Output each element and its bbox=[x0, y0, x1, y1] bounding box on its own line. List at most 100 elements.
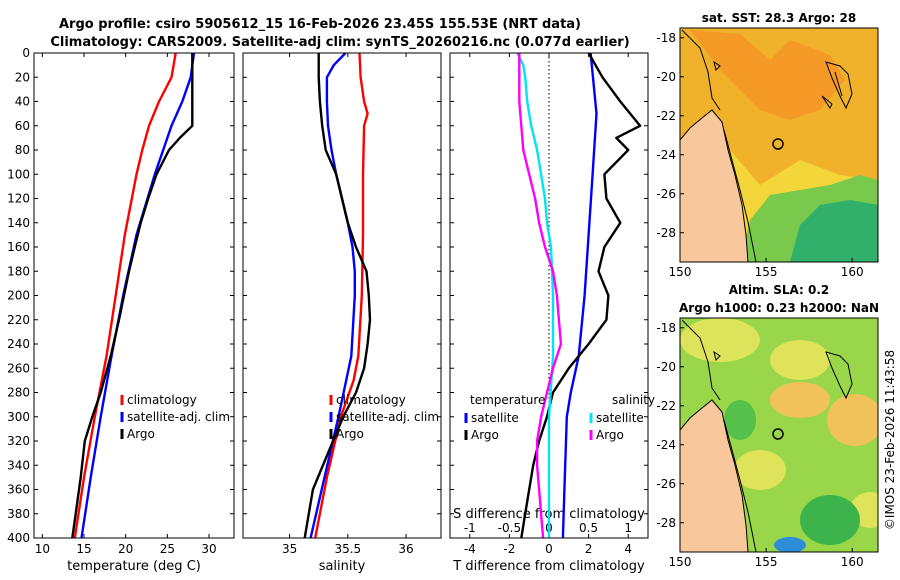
plot-frame bbox=[449, 52, 649, 539]
series-line-salinity-argo bbox=[518, 53, 563, 539]
sst-cold-core bbox=[790, 200, 878, 262]
plot-area bbox=[243, 53, 441, 538]
figure-title-line1: Argo profile: csiro 5905612_15 16-Feb-20… bbox=[59, 17, 581, 32]
map-y-tick-label: -24 bbox=[656, 148, 676, 162]
map-y-tick-label: -20 bbox=[656, 360, 676, 374]
y-tick-label: 340 bbox=[7, 458, 30, 472]
x-tick-label: 35.5 bbox=[334, 542, 361, 556]
legend-label: Argo bbox=[471, 428, 499, 442]
series-line-climatology bbox=[314, 52, 369, 539]
plot-frame bbox=[242, 52, 442, 539]
map-x-tick-label: 155 bbox=[755, 265, 778, 279]
legend-label: Argo bbox=[596, 428, 624, 442]
sst-warm-core bbox=[690, 30, 845, 120]
map-x-tick-label: 160 bbox=[841, 555, 864, 569]
sst-map-frame bbox=[679, 27, 879, 263]
x-axis-label: salinity bbox=[319, 559, 366, 574]
y-tick-label: 380 bbox=[7, 507, 30, 521]
x-tick-label: 15 bbox=[76, 542, 91, 556]
reef-contour-1 bbox=[713, 60, 853, 110]
legend-label: Argo bbox=[336, 427, 364, 441]
legend-label: satellite-adj. clim bbox=[127, 410, 230, 424]
argo-position-marker-1 bbox=[772, 138, 784, 150]
sla-map-frame bbox=[679, 317, 879, 553]
top-tick-label: -0.5 bbox=[498, 521, 521, 535]
y-tick-label: 400 bbox=[7, 531, 30, 545]
temperature-panel: 0 20 40 60 80 100 120 140 160 180 200 220 240 260 280 3… bbox=[7, 46, 235, 574]
x-axis-label: T difference from climatology bbox=[452, 559, 645, 574]
sla-map-title-line2: Argo h1000: 0.23 h2000: NaN bbox=[679, 301, 879, 315]
figure-title-line2: Climatology: CARS2009. Satellite-adj cli… bbox=[50, 35, 629, 50]
series-line-argo bbox=[71, 53, 194, 539]
plot-frame bbox=[33, 52, 235, 539]
y-tick-label: 20 bbox=[15, 70, 30, 84]
sst-map-axes: 150 155 160 -18 -20 -22 -24 -26 -28 bbox=[656, 31, 863, 279]
sla-low-3 bbox=[774, 537, 806, 552]
map-x-tick-label: 150 bbox=[669, 555, 692, 569]
map-y-tick-label: -28 bbox=[656, 226, 676, 240]
y-tick-label: 60 bbox=[15, 119, 30, 133]
y-tick-label: 200 bbox=[7, 289, 30, 303]
top-tick-label: -1 bbox=[464, 521, 476, 535]
legend-label: climatology bbox=[127, 393, 197, 407]
land-mask-1 bbox=[680, 110, 748, 262]
argo-position-marker-2 bbox=[772, 428, 784, 440]
legend-label: Argo bbox=[127, 427, 155, 441]
x-tick-label: 2 bbox=[585, 542, 593, 556]
map-y-tick-label: -26 bbox=[656, 187, 676, 201]
y-tick-label: 100 bbox=[7, 167, 30, 181]
plot-area bbox=[34, 53, 234, 538]
series-line-salinity-satellite bbox=[516, 52, 555, 538]
sla-high-2 bbox=[770, 340, 830, 380]
top-tick-label: 0.5 bbox=[579, 521, 598, 535]
sla-high-5 bbox=[734, 450, 786, 490]
reef-contour-1b bbox=[821, 95, 833, 109]
coastline-2 bbox=[680, 399, 749, 552]
y-tick-label: 0 bbox=[22, 46, 30, 60]
map-y-tick-label: -18 bbox=[656, 31, 676, 45]
series-line-argo bbox=[303, 53, 372, 539]
bathy-contour-2 bbox=[681, 319, 757, 552]
x-tick-label: 35 bbox=[282, 542, 297, 556]
y-tick-label: 260 bbox=[7, 361, 30, 375]
map-y-tick-label: -22 bbox=[656, 399, 676, 413]
legend-label: satellite-adj. clim bbox=[336, 410, 439, 424]
sla-high-3 bbox=[770, 382, 830, 418]
land-mask-2 bbox=[680, 400, 748, 552]
y-tick-label: 120 bbox=[7, 192, 30, 206]
sla-map-axes: 150 155 160 -18 -20 -22 -24 -26 -28 bbox=[656, 321, 863, 569]
x-tick-label: 0 bbox=[545, 542, 553, 556]
y-tick-label: 240 bbox=[7, 337, 30, 351]
salinity-panel: 35 35.5 36 salinity climatology satellite-adj… bbox=[242, 52, 442, 574]
sla-low-2 bbox=[724, 400, 756, 440]
map-x-tick-label: 160 bbox=[841, 265, 864, 279]
y-tick-label: 40 bbox=[15, 95, 30, 109]
sst-map: sat. SST: 28.3 Argo: 28 150 155 160 -18 -20 -… bbox=[656, 11, 879, 279]
y-tick-label: 140 bbox=[7, 216, 30, 230]
map-x-tick-label: 155 bbox=[755, 555, 778, 569]
x-tick-label: 25 bbox=[160, 542, 175, 556]
map-y-tick-label: -18 bbox=[656, 321, 676, 335]
bathy-contour-1 bbox=[681, 29, 757, 262]
y-tick-label: 160 bbox=[7, 240, 30, 254]
coastline-1 bbox=[680, 109, 749, 262]
difference-panel: -4 -2 0 2 4 T difference from climatology -1 -0… bbox=[449, 52, 655, 574]
map-y-tick-label: -22 bbox=[656, 109, 676, 123]
x-tick-label: 36 bbox=[398, 542, 413, 556]
sla-map-title-line1: Altim. SLA: 0.2 bbox=[729, 283, 830, 297]
x-tick-label: 30 bbox=[201, 542, 216, 556]
map-y-tick-label: -28 bbox=[656, 516, 676, 530]
sla-low-1 bbox=[800, 495, 860, 545]
y-tick-label: 180 bbox=[7, 264, 30, 278]
y-tick-label: 320 bbox=[7, 434, 30, 448]
series-line-temperature-satellite bbox=[561, 52, 598, 539]
x-tick-label: 10 bbox=[35, 542, 50, 556]
map-y-tick-label: -24 bbox=[656, 438, 676, 452]
x-tick-label: -2 bbox=[503, 542, 515, 556]
sla-map: Altim. SLA: 0.2 Argo h1000: 0.23 h2000: … bbox=[656, 283, 879, 569]
legend-label: climatology bbox=[336, 393, 406, 407]
x-tick-label: -4 bbox=[464, 542, 476, 556]
y-tick-label: 360 bbox=[7, 483, 30, 497]
sla-high-1 bbox=[680, 318, 760, 362]
map-x-tick-label: 150 bbox=[669, 265, 692, 279]
